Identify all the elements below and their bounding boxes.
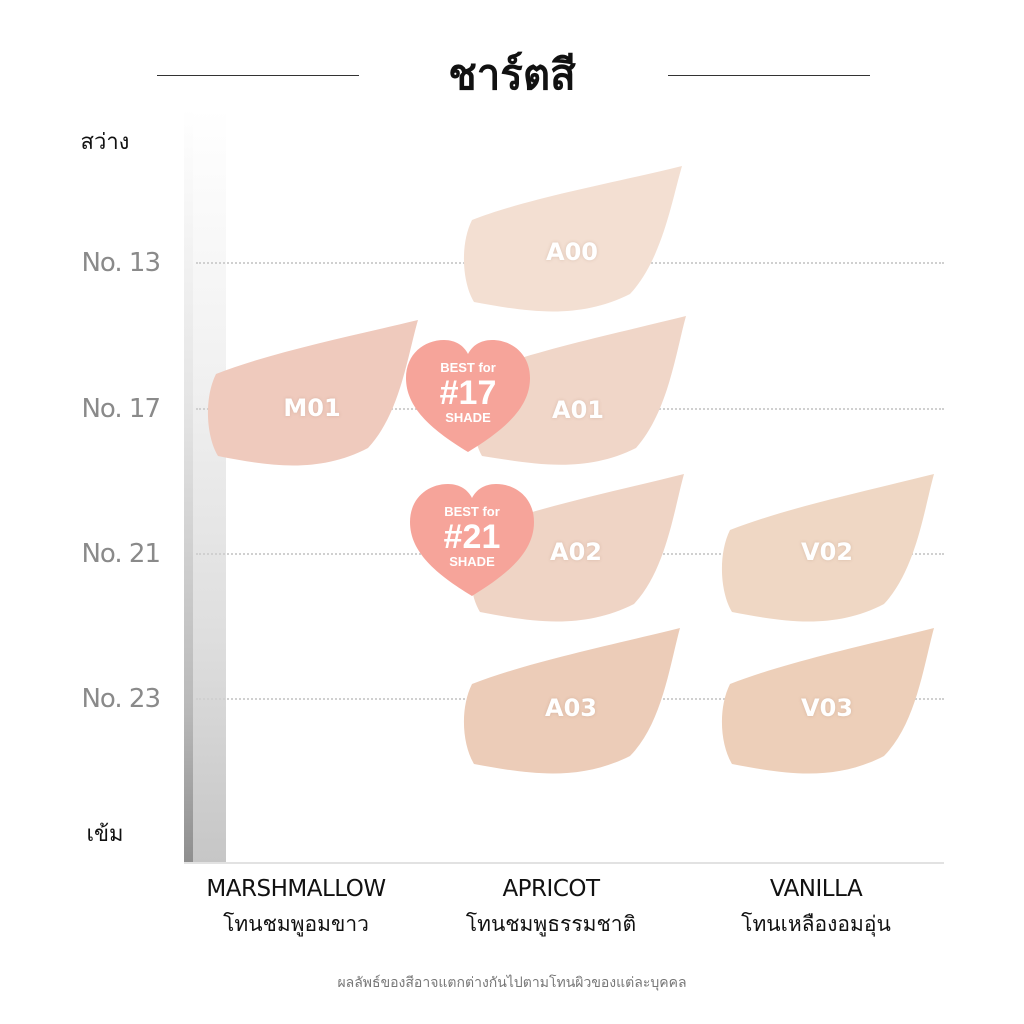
swatch-code-a03: A03 xyxy=(545,694,597,722)
badge-line3: SHADE xyxy=(445,410,491,425)
column-name: APRICOT xyxy=(502,876,600,902)
swatch-v03: V03 xyxy=(716,626,938,782)
badge-line3: SHADE xyxy=(449,554,495,569)
column-tone: โทนชมพูธรรมชาติ xyxy=(465,912,637,936)
baseline xyxy=(184,862,944,864)
swatch-a01: A01 xyxy=(466,314,690,474)
disclaimer-footnote: ผลลัพธ์ของสีอาจแตกต่างกันไปตามโทนผิวของแ… xyxy=(337,975,687,991)
badge-line2: #21 xyxy=(443,518,501,556)
column-tone: โทนเหลืองอมอุ่น xyxy=(741,912,891,936)
row-label-no21: No. 21 xyxy=(81,539,161,569)
column-vanilla: VANILLA โทนเหลืองอมอุ่น xyxy=(686,876,946,941)
swatch-a00: A00 xyxy=(458,164,686,320)
badge-line1: BEST for xyxy=(444,504,500,519)
lightness-axis xyxy=(184,108,193,864)
scale-dark-label: เข้ม xyxy=(86,822,124,847)
swatch-v02: V02 xyxy=(716,472,938,630)
title-rule-left xyxy=(157,75,359,76)
row-label-no23: No. 23 xyxy=(81,684,161,714)
swatch-code-a00: A00 xyxy=(546,238,598,266)
swatch-code-a02: A02 xyxy=(550,538,602,566)
column-marshmallow: MARSHMALLOW โทนชมพูอมขาว xyxy=(166,876,426,941)
swatch-a03: A03 xyxy=(458,626,684,782)
swatch-m01: M01 xyxy=(202,318,422,474)
scale-light-label: สว่าง xyxy=(80,130,130,155)
badge-line2: #17 xyxy=(439,374,497,412)
best-for-17-badge: BEST for #17 SHADE xyxy=(402,338,534,458)
row-label-no13: No. 13 xyxy=(81,248,161,278)
swatch-a02: A02 xyxy=(464,472,688,630)
column-apricot: APRICOT โทนชมพูธรรมชาติ xyxy=(421,876,681,941)
swatch-code-v03: V03 xyxy=(801,694,853,722)
page-title: ชาร์ตสี xyxy=(448,50,576,99)
title-rule-right xyxy=(668,75,870,76)
swatch-code-v02: V02 xyxy=(801,538,853,566)
column-name: VANILLA xyxy=(769,876,863,902)
row-label-no17: No. 17 xyxy=(81,394,161,424)
column-name: MARSHMALLOW xyxy=(206,876,386,902)
badge-line1: BEST for xyxy=(440,360,496,375)
best-for-21-badge: BEST for #21 SHADE xyxy=(406,482,538,602)
swatch-code-m01: M01 xyxy=(283,394,341,422)
swatch-code-a01: A01 xyxy=(552,396,604,424)
column-tone: โทนชมพูอมขาว xyxy=(223,912,369,936)
